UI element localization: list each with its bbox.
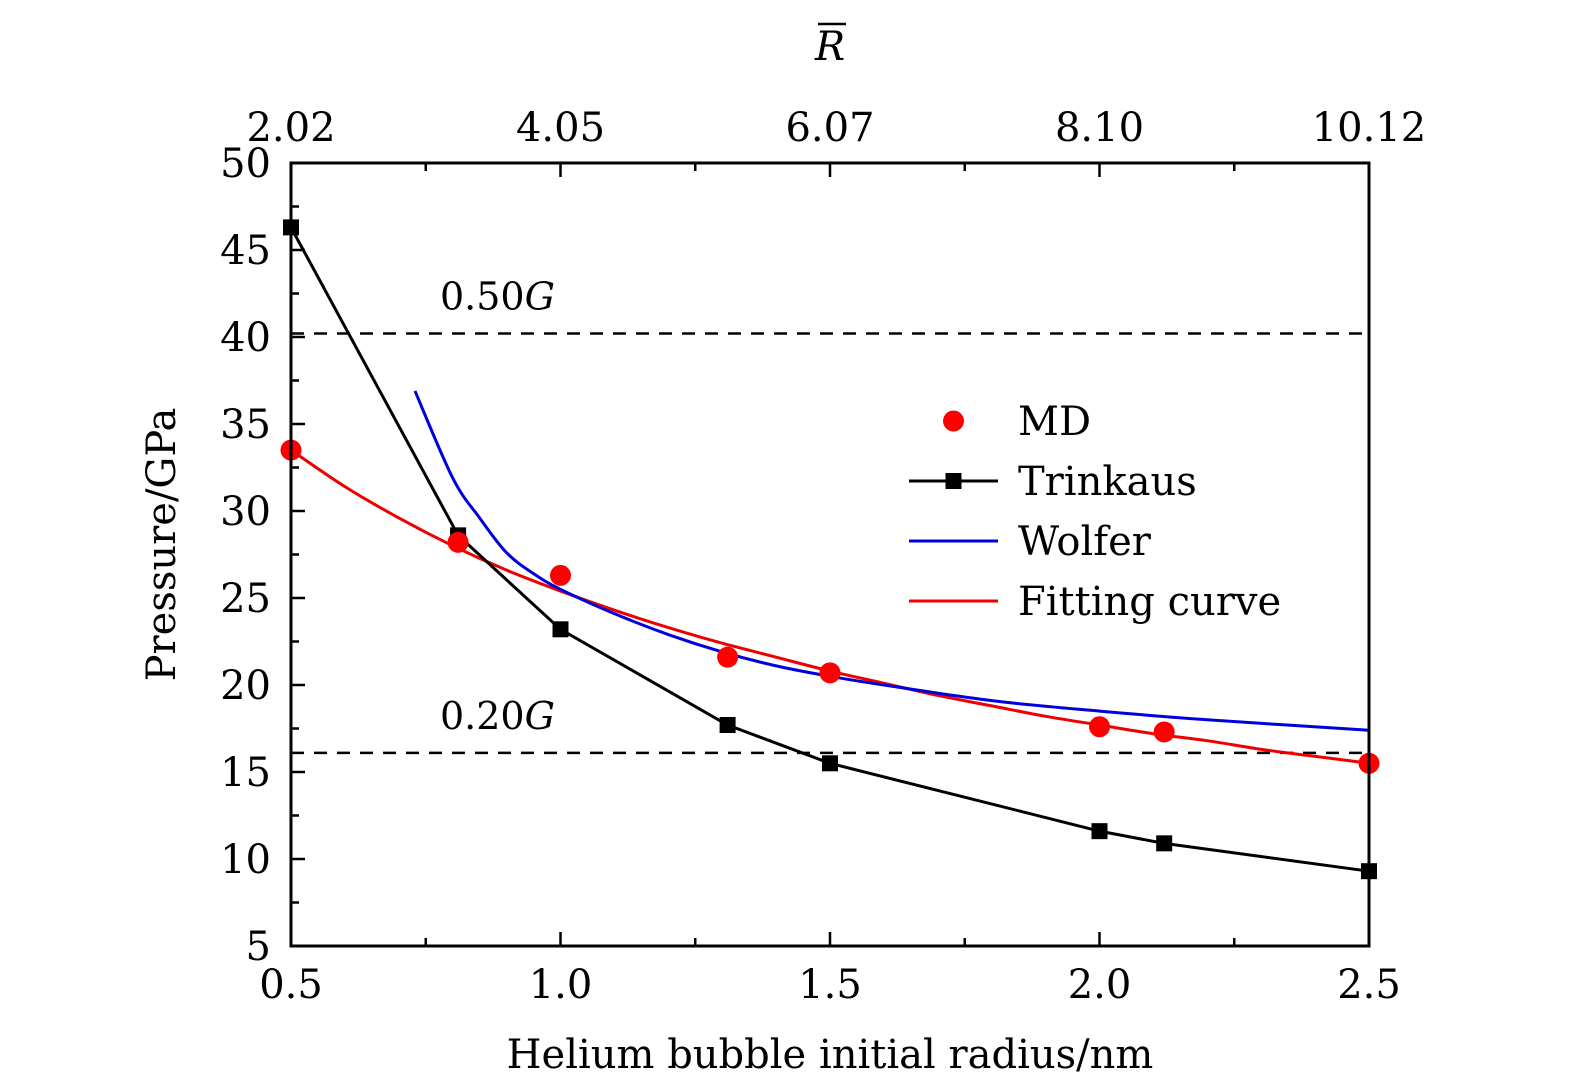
top-tick-label: 4.05 bbox=[516, 105, 605, 151]
top-tick-label: 6.07 bbox=[785, 105, 874, 151]
series-md bbox=[280, 439, 1380, 774]
legend-marker-trinkaus bbox=[945, 473, 962, 489]
y-axis-title: Pressure/GPa bbox=[139, 408, 185, 682]
series-line-wolfer bbox=[413, 390, 1370, 732]
legend-label: MD bbox=[1018, 399, 1091, 445]
legend-marker-md bbox=[943, 410, 964, 432]
legend-item-fitting-curve: Fitting curve bbox=[909, 579, 1281, 625]
legend-item-wolfer: Wolfer bbox=[909, 519, 1152, 565]
top-tick-label: 8.10 bbox=[1055, 105, 1144, 151]
y-tick-label: 40 bbox=[220, 315, 271, 361]
data-point-md bbox=[717, 646, 739, 668]
reference-line-label: 0.50G bbox=[440, 275, 555, 319]
data-point-md bbox=[447, 531, 469, 553]
top-tick-label: 2.02 bbox=[246, 105, 335, 151]
series-trinkaus bbox=[283, 219, 1377, 880]
y-tick-label: 50 bbox=[220, 141, 271, 187]
series-line-trinkaus bbox=[289, 226, 1370, 873]
data-point-trinkaus bbox=[1091, 823, 1108, 840]
top-tick-label: 10.12 bbox=[1312, 105, 1427, 151]
data-point-trinkaus bbox=[1156, 835, 1173, 852]
x-tick-label: 2.0 bbox=[1068, 962, 1132, 1008]
series-layer bbox=[280, 219, 1380, 880]
reference-line-label-symbol: G bbox=[525, 275, 555, 319]
x-tick-label: 1.0 bbox=[529, 962, 593, 1008]
legend-item-md: MD bbox=[943, 399, 1091, 445]
top-axis-title: R bbox=[814, 22, 846, 70]
reference-line-label-symbol: G bbox=[525, 694, 555, 738]
data-point-trinkaus bbox=[719, 717, 736, 734]
data-point-md bbox=[1089, 716, 1110, 738]
data-point-trinkaus bbox=[822, 755, 838, 772]
y-tick-label: 25 bbox=[220, 576, 271, 622]
axes bbox=[289, 161, 1371, 948]
y-tick-label: 5 bbox=[246, 924, 271, 970]
y-tick-label: 15 bbox=[220, 750, 271, 796]
data-point-trinkaus bbox=[552, 621, 569, 638]
data-point-md bbox=[1153, 721, 1175, 743]
top-axis-title-text: R bbox=[814, 24, 845, 70]
x-tick-label: 2.5 bbox=[1337, 962, 1401, 1008]
y-tick-label: 35 bbox=[220, 402, 271, 448]
series-wolfer bbox=[413, 390, 1370, 732]
y-tick-label: 20 bbox=[220, 663, 271, 709]
legend-label: Wolfer bbox=[1018, 519, 1152, 565]
legend: MD Trinkaus Wolfer Fitting curve bbox=[909, 399, 1281, 625]
data-point-md bbox=[819, 662, 841, 684]
y-tick-label: 45 bbox=[220, 228, 271, 274]
data-point-md bbox=[550, 564, 571, 586]
x-axis-title: Helium bubble initial radius/nm bbox=[507, 1032, 1154, 1078]
reference-line-label: 0.20G bbox=[440, 694, 555, 738]
legend-item-trinkaus: Trinkaus bbox=[909, 459, 1197, 505]
legend-label: Fitting curve bbox=[1018, 579, 1281, 625]
reference-lines: 0.50G 0.20G bbox=[291, 275, 1369, 755]
legend-label: Trinkaus bbox=[1018, 459, 1197, 505]
tick-labels: 0.5 2.02 1.0 4.05 1.5 6.07 2.0 8.10 2.5 10.12 5 10 1… bbox=[220, 105, 1426, 1008]
x-tick-label: 0.5 bbox=[259, 962, 323, 1008]
y-tick-label: 30 bbox=[220, 489, 271, 535]
y-tick-label: 10 bbox=[220, 837, 271, 883]
x-tick-label: 1.5 bbox=[798, 962, 862, 1008]
